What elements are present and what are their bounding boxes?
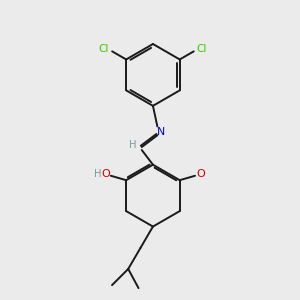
Text: O: O (101, 169, 110, 179)
Text: O: O (196, 169, 205, 179)
Text: H: H (94, 169, 101, 179)
Text: Cl: Cl (99, 44, 109, 54)
Text: Cl: Cl (197, 44, 207, 54)
Text: N: N (157, 127, 165, 137)
Text: H: H (129, 140, 137, 150)
